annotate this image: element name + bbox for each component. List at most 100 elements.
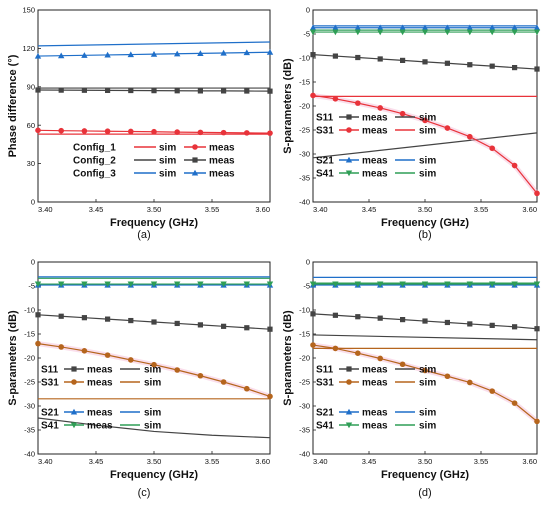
y-tick-label: 0: [31, 258, 35, 267]
legend: S11 meas sim S31 meas sim S21 meas sim S41 meas sim: [316, 113, 436, 180]
legend-entry-label: meas: [362, 126, 388, 137]
data-point-s21-meas: [399, 24, 406, 31]
data-point-s31-meas: [511, 400, 518, 406]
legend-entry-label: sim: [144, 408, 161, 419]
legend-entry-label: meas: [87, 408, 113, 419]
data-point-s11-meas: [377, 56, 383, 62]
x-tick-label: 3.55: [474, 457, 489, 466]
data-point-s41-meas: [377, 29, 384, 36]
y-tick-label: 0: [306, 6, 310, 15]
data-point-s31-meas: [422, 117, 428, 124]
x-tick-label: 3.40: [313, 457, 328, 466]
data-point-s21-meas: [332, 24, 339, 31]
data-point-s11-meas: [197, 322, 203, 328]
legend-marker: [345, 156, 353, 163]
data-point-s31-meas: [422, 367, 428, 374]
data-point-s11-meas: [221, 323, 227, 329]
data-point-s41-meas: [309, 29, 317, 36]
data-point-config_3-meas: [127, 51, 134, 58]
legend-entry-label: meas: [362, 378, 388, 389]
data-point-s11-meas: [151, 319, 157, 325]
data-point-s11-meas: [489, 63, 495, 69]
x-tick-label: 3.40: [313, 205, 328, 214]
data-point-s11-meas: [35, 312, 41, 318]
data-point-s31-meas: [377, 355, 384, 362]
data-point-s31-meas: [467, 133, 473, 140]
data-point-config_1-meas: [35, 127, 41, 134]
data-point-config_2-meas: [151, 88, 157, 94]
legend-entry-label: sim: [419, 169, 436, 180]
legend-group-label: S41: [316, 169, 334, 180]
y-tick-label: -25: [299, 378, 310, 387]
data-point-s41-meas: [104, 281, 111, 288]
y-tick-label: -20: [299, 102, 310, 111]
y-tick-label: -10: [24, 306, 35, 315]
data-point-s31-meas: [220, 379, 227, 385]
y-axis-title: Phase difference (°): [7, 54, 19, 157]
legend-entry-label: meas: [209, 156, 235, 167]
legend-marker: [346, 379, 352, 385]
data-point-s31-meas: [399, 110, 406, 117]
data-point-s11-meas: [422, 59, 428, 65]
data-point-config_2-meas: [174, 88, 180, 94]
data-point-config_3-meas: [58, 52, 65, 59]
x-tick-label: 3.60: [522, 205, 537, 214]
y-tick-label: -5: [303, 30, 310, 39]
data-point-s11-meas: [81, 315, 87, 321]
data-point-s11-meas: [534, 66, 540, 72]
x-tick-label: 3.55: [205, 457, 220, 466]
data-point-s31-meas: [534, 418, 540, 425]
y-tick-label: 60: [27, 121, 35, 130]
data-point-s31-meas: [355, 350, 361, 357]
legend-entry-label: meas: [87, 365, 113, 376]
data-point-s11-meas: [310, 52, 316, 58]
legend-entry-label: sim: [419, 365, 436, 376]
data-point-s21-meas: [421, 24, 429, 31]
data-point-config_3-meas: [266, 49, 274, 55]
legend-marker: [70, 422, 78, 429]
y-tick-label: 120: [22, 44, 35, 53]
data-point-s21-meas: [377, 24, 384, 31]
legend-marker: [345, 170, 353, 177]
data-point-s41-meas: [399, 29, 406, 36]
legend-marker: [71, 366, 77, 372]
data-point-s11-meas: [355, 54, 361, 61]
legend-group-label: S21: [41, 408, 59, 419]
data-point-s31-meas: [35, 340, 41, 347]
data-point-s41-meas: [81, 281, 88, 288]
legend-entry-label: meas: [362, 113, 388, 124]
data-point-config_1-meas: [197, 129, 204, 136]
legend-entry-label: meas: [87, 421, 113, 432]
legend-group-label: S11: [316, 365, 334, 376]
legend: S11 meas sim S31 meas sim S21 meas sim S41 meas sim: [41, 365, 161, 432]
legend-marker: [192, 144, 198, 150]
data-point-s11-meas: [332, 312, 338, 318]
y-tick-label: -30: [24, 402, 35, 411]
y-axis-title: S-parameters (dB): [282, 310, 294, 406]
data-point-config_1-meas: [58, 127, 64, 134]
y-tick-label: -30: [299, 150, 310, 159]
series-group: [309, 276, 541, 425]
legend-entry-label: meas: [209, 169, 235, 180]
legend-entry-label: sim: [159, 156, 176, 167]
legend-group-label: Config_1: [73, 143, 116, 154]
chart-panel-c: 3.40 3.45 3.50 3.55 3.60 -40 -35 -30 -25 -20 -15 -1…: [7, 258, 274, 499]
legend-entry-label: meas: [362, 365, 388, 376]
y-tick-label: 0: [306, 258, 310, 267]
data-point-s31-meas: [444, 373, 451, 380]
y-tick-label: -20: [24, 354, 35, 363]
data-point-s31-meas: [511, 162, 518, 169]
legend-marker: [346, 366, 352, 372]
data-point-s21-meas: [489, 24, 496, 31]
legend-entry-label: sim: [159, 143, 176, 154]
data-point-config_2-meas: [197, 88, 203, 94]
chart-panel-d: 3.40 3.45 3.50 3.55 3.60 -40 -35 -30 -25 -20 -15 -1…: [282, 258, 541, 499]
legend-entry-label: sim: [419, 408, 436, 419]
y-tick-label: -15: [299, 78, 310, 87]
x-tick-label: 3.40: [38, 457, 53, 466]
data-point-s41-meas: [466, 29, 473, 36]
data-point-s41-meas: [354, 29, 361, 36]
data-point-s11-meas: [174, 320, 180, 327]
chart-panel-b: 3.40 3.45 3.50 3.55 3.60 -40 -35 -30 -25 -20 -15 -1…: [282, 6, 541, 241]
x-tick-label: 3.40: [38, 205, 53, 214]
